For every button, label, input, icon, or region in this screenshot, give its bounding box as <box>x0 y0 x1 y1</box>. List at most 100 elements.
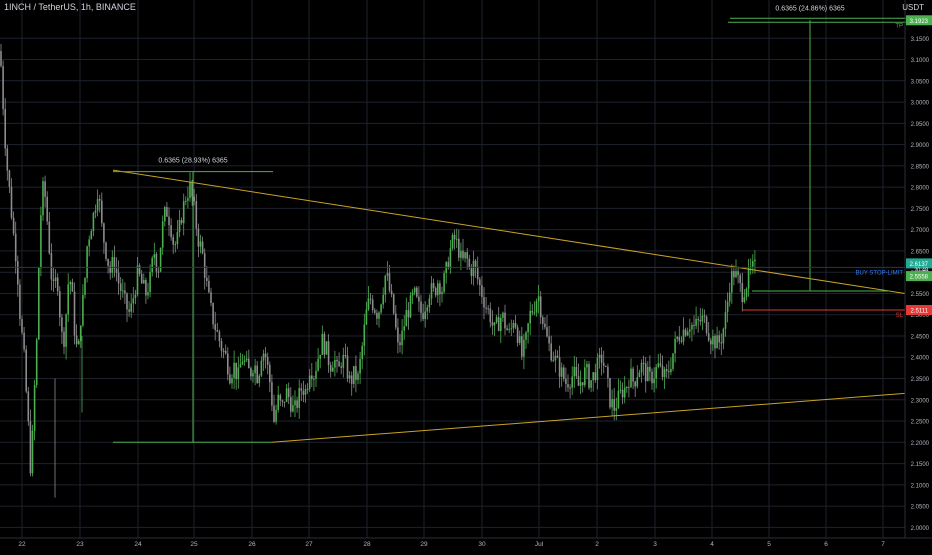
candle-body[interactable] <box>54 277 57 281</box>
candle-body[interactable] <box>224 350 227 354</box>
candle-body[interactable] <box>437 283 439 296</box>
candle-body[interactable] <box>663 369 666 378</box>
candle-body[interactable] <box>554 355 557 361</box>
candle-body[interactable] <box>575 366 578 377</box>
candle-body[interactable] <box>151 258 153 273</box>
candle-body[interactable] <box>21 318 23 333</box>
candle-body[interactable] <box>382 294 384 305</box>
candle-body[interactable] <box>80 325 82 341</box>
candle-body[interactable] <box>285 388 288 402</box>
candle-body[interactable] <box>495 317 498 323</box>
candle-body[interactable] <box>361 345 363 359</box>
candle-body[interactable] <box>300 388 303 391</box>
price-axis[interactable]: 2.0000 2.0500 2.1000 2.1500 2.2000 2.2500 2.30… <box>904 0 932 538</box>
candle-body[interactable] <box>712 335 714 345</box>
candle-body[interactable] <box>693 324 695 326</box>
candle-body[interactable] <box>306 388 309 390</box>
candle-body[interactable] <box>636 377 639 387</box>
candle-body[interactable] <box>531 310 534 313</box>
candle-body[interactable] <box>745 288 748 298</box>
candle-body[interactable] <box>178 220 181 233</box>
candle-body[interactable] <box>25 349 27 392</box>
candle-body[interactable] <box>617 390 620 408</box>
candle-body[interactable] <box>140 273 143 284</box>
candle-body[interactable] <box>611 399 613 408</box>
candle-body[interactable] <box>571 376 573 388</box>
candle-body[interactable] <box>227 353 229 375</box>
candle-body[interactable] <box>657 363 660 368</box>
candle-body[interactable] <box>359 358 361 374</box>
candle-body[interactable] <box>327 341 330 366</box>
candle-body[interactable] <box>353 366 355 384</box>
candle-body[interactable] <box>271 382 273 406</box>
candle-body[interactable] <box>348 375 351 379</box>
candle-body[interactable] <box>649 366 651 372</box>
candle-body[interactable] <box>193 196 195 202</box>
candle-body[interactable] <box>136 265 139 295</box>
candle-body[interactable] <box>598 354 601 358</box>
candle-body[interactable] <box>2 66 4 110</box>
candle-body[interactable] <box>428 298 431 308</box>
candle-body[interactable] <box>724 312 727 329</box>
candle-body[interactable] <box>392 294 395 314</box>
candle-body[interactable] <box>413 287 416 293</box>
candle-body[interactable] <box>521 336 523 357</box>
candle-body[interactable] <box>497 317 500 332</box>
candle-body[interactable] <box>747 267 750 289</box>
candle-body[interactable] <box>153 254 156 259</box>
candle-body[interactable] <box>355 366 357 380</box>
candle-body[interactable] <box>592 372 594 381</box>
candle-body[interactable] <box>491 322 494 326</box>
candle-body[interactable] <box>134 294 137 299</box>
upper-trendline[interactable] <box>112 169 906 294</box>
candle-body[interactable] <box>449 248 452 269</box>
candle-body[interactable] <box>145 279 147 296</box>
candle-body[interactable] <box>319 354 321 359</box>
candle-body[interactable] <box>581 382 584 386</box>
candle-body[interactable] <box>567 383 569 388</box>
candle-body[interactable] <box>281 400 284 402</box>
candle-body[interactable] <box>237 367 240 380</box>
candle-body[interactable] <box>155 254 158 272</box>
candle-body[interactable] <box>90 231 93 240</box>
candle-body[interactable] <box>273 405 275 422</box>
candle-body[interactable] <box>323 333 326 355</box>
candle-body[interactable] <box>275 409 277 422</box>
candle-body[interactable] <box>29 421 32 474</box>
candle-body[interactable] <box>544 323 546 328</box>
candle-body[interactable] <box>621 389 624 398</box>
candle-body[interactable] <box>384 275 387 295</box>
candle-body[interactable] <box>10 186 13 218</box>
candle-body[interactable] <box>590 380 592 388</box>
candle-body[interactable] <box>111 257 114 273</box>
candle-body[interactable] <box>122 290 124 292</box>
candle-body[interactable] <box>470 267 473 277</box>
candle-body[interactable] <box>84 277 86 295</box>
candle-body[interactable] <box>546 327 548 337</box>
candle-body[interactable] <box>418 296 420 302</box>
candle-body[interactable] <box>405 310 408 327</box>
candle-body[interactable] <box>483 297 485 308</box>
candle-body[interactable] <box>476 266 479 280</box>
candle-body[interactable] <box>514 322 517 328</box>
candle-body[interactable] <box>105 242 107 259</box>
candle-body[interactable] <box>71 281 74 292</box>
candle-body[interactable] <box>168 216 170 226</box>
candle-body[interactable] <box>258 375 261 383</box>
candle-body[interactable] <box>516 327 519 343</box>
candle-body[interactable] <box>680 340 683 342</box>
candle-body[interactable] <box>565 378 567 384</box>
candle-body[interactable] <box>0 51 2 67</box>
candle-body[interactable] <box>147 292 149 296</box>
candle-body[interactable] <box>245 358 248 361</box>
candle-body[interactable] <box>512 322 515 329</box>
candle-body[interactable] <box>716 335 718 349</box>
candle-body[interactable] <box>239 364 242 368</box>
candle-body[interactable] <box>180 220 183 224</box>
candle-body[interactable] <box>77 340 80 345</box>
candle-body[interactable] <box>556 355 559 358</box>
candle-body[interactable] <box>613 399 615 411</box>
candle-body[interactable] <box>623 387 626 398</box>
candle-body[interactable] <box>191 181 193 197</box>
candle-body[interactable] <box>256 365 258 383</box>
